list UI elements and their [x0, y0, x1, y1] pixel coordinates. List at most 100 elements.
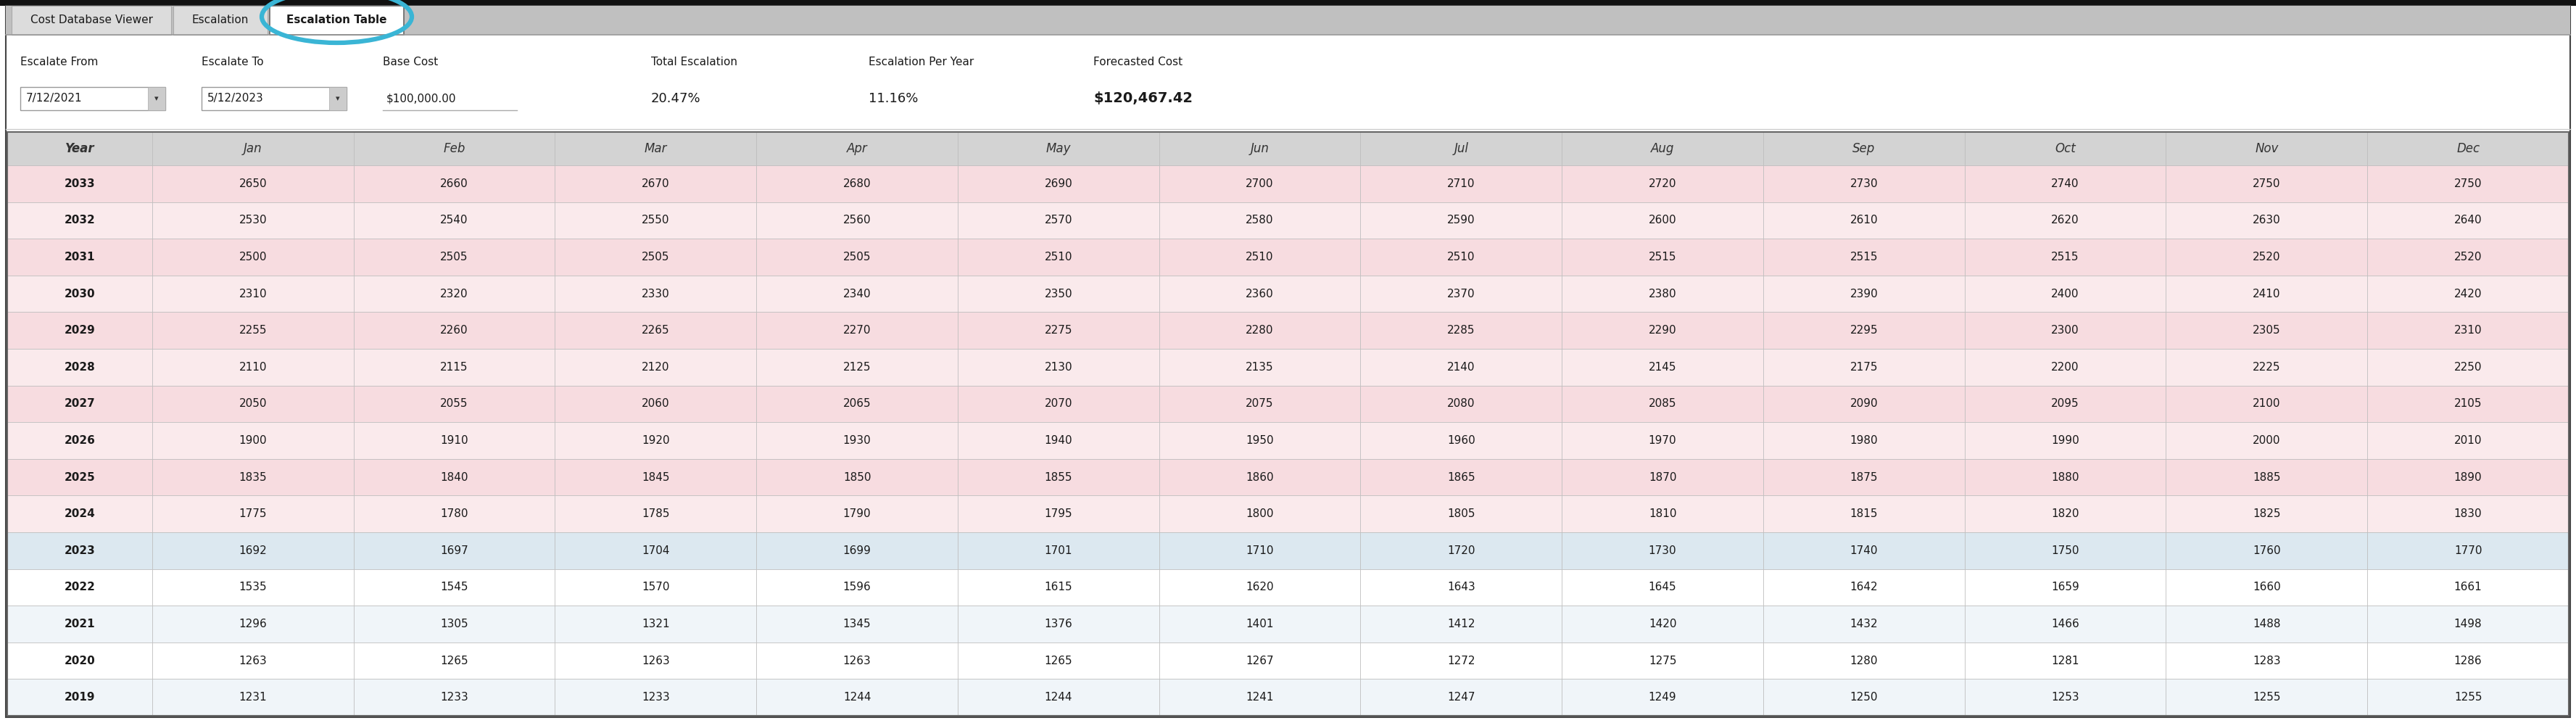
FancyBboxPatch shape [1965, 385, 2166, 422]
Text: 1760: 1760 [2251, 545, 2280, 556]
FancyBboxPatch shape [152, 642, 353, 679]
FancyBboxPatch shape [958, 642, 1159, 679]
Text: 2660: 2660 [440, 179, 469, 189]
FancyBboxPatch shape [1965, 132, 2166, 166]
Text: 2105: 2105 [2455, 398, 2483, 409]
FancyBboxPatch shape [1965, 275, 2166, 312]
Text: 2265: 2265 [641, 325, 670, 336]
Text: Nov: Nov [2254, 142, 2277, 155]
FancyBboxPatch shape [2166, 202, 2367, 239]
Text: 5/12/2023: 5/12/2023 [206, 93, 263, 104]
FancyBboxPatch shape [554, 532, 757, 569]
Text: 7/12/2021: 7/12/2021 [26, 93, 82, 104]
FancyBboxPatch shape [152, 422, 353, 459]
Text: 1498: 1498 [2455, 619, 2483, 630]
Text: 2000: 2000 [2254, 435, 2280, 446]
FancyBboxPatch shape [2367, 202, 2568, 239]
FancyBboxPatch shape [554, 642, 757, 679]
Text: 1704: 1704 [641, 545, 670, 556]
FancyBboxPatch shape [152, 166, 353, 202]
FancyBboxPatch shape [152, 459, 353, 495]
Text: 1233: 1233 [641, 692, 670, 703]
FancyBboxPatch shape [554, 495, 757, 532]
Text: 1710: 1710 [1247, 545, 1273, 556]
Text: 1263: 1263 [240, 655, 268, 666]
Text: 1815: 1815 [1850, 508, 1878, 519]
Text: 1950: 1950 [1247, 435, 1273, 446]
FancyBboxPatch shape [1762, 495, 1965, 532]
FancyBboxPatch shape [2367, 385, 2568, 422]
Text: 2420: 2420 [2455, 288, 2483, 299]
FancyBboxPatch shape [1762, 422, 1965, 459]
Text: 1940: 1940 [1043, 435, 1072, 446]
Text: 2505: 2505 [641, 252, 670, 262]
FancyBboxPatch shape [554, 132, 757, 166]
FancyBboxPatch shape [2367, 495, 2568, 532]
Text: 2390: 2390 [1850, 288, 1878, 299]
Text: 1263: 1263 [842, 655, 871, 666]
FancyBboxPatch shape [2166, 312, 2367, 348]
FancyBboxPatch shape [152, 532, 353, 569]
Text: 1770: 1770 [2455, 545, 2483, 556]
FancyBboxPatch shape [8, 239, 152, 275]
Text: 1795: 1795 [1043, 508, 1072, 519]
FancyBboxPatch shape [757, 495, 958, 532]
FancyBboxPatch shape [353, 606, 554, 642]
FancyBboxPatch shape [554, 348, 757, 385]
FancyBboxPatch shape [152, 495, 353, 532]
FancyBboxPatch shape [8, 459, 152, 495]
FancyBboxPatch shape [1561, 312, 1762, 348]
Text: 1855: 1855 [1043, 472, 1072, 483]
Text: 2022: 2022 [64, 582, 95, 593]
FancyBboxPatch shape [1360, 532, 1561, 569]
FancyBboxPatch shape [554, 312, 757, 348]
Text: 1249: 1249 [1649, 692, 1677, 703]
FancyBboxPatch shape [1159, 239, 1360, 275]
Text: 1420: 1420 [1649, 619, 1677, 630]
Text: 2520: 2520 [2254, 252, 2280, 262]
Text: Jun: Jun [1249, 142, 1270, 155]
Text: 1960: 1960 [1448, 435, 1476, 446]
Text: 1296: 1296 [240, 619, 268, 630]
FancyBboxPatch shape [353, 642, 554, 679]
FancyBboxPatch shape [353, 679, 554, 716]
FancyBboxPatch shape [1965, 642, 2166, 679]
Text: 1244: 1244 [842, 692, 871, 703]
FancyBboxPatch shape [757, 679, 958, 716]
FancyBboxPatch shape [2367, 239, 2568, 275]
Text: 2690: 2690 [1043, 179, 1072, 189]
Text: 2560: 2560 [842, 215, 871, 226]
FancyBboxPatch shape [757, 166, 958, 202]
FancyBboxPatch shape [554, 202, 757, 239]
FancyBboxPatch shape [1561, 202, 1762, 239]
FancyBboxPatch shape [1360, 239, 1561, 275]
Text: 2305: 2305 [2251, 325, 2280, 336]
FancyBboxPatch shape [2166, 569, 2367, 606]
Text: 1305: 1305 [440, 619, 469, 630]
Text: 1785: 1785 [641, 508, 670, 519]
Text: 1432: 1432 [1850, 619, 1878, 630]
Text: Total Escalation: Total Escalation [652, 57, 737, 68]
Text: 1263: 1263 [641, 655, 670, 666]
Text: 1535: 1535 [240, 582, 268, 593]
FancyBboxPatch shape [757, 422, 958, 459]
Text: 1880: 1880 [2050, 472, 2079, 483]
Text: 1980: 1980 [1850, 435, 1878, 446]
Text: 2670: 2670 [641, 179, 670, 189]
FancyBboxPatch shape [757, 202, 958, 239]
FancyBboxPatch shape [1159, 348, 1360, 385]
FancyBboxPatch shape [1762, 348, 1965, 385]
Text: 1750: 1750 [2050, 545, 2079, 556]
FancyBboxPatch shape [1360, 495, 1561, 532]
Text: 2025: 2025 [64, 472, 95, 483]
Text: 2360: 2360 [1247, 288, 1275, 299]
Text: 1910: 1910 [440, 435, 469, 446]
Text: 1930: 1930 [842, 435, 871, 446]
Text: 2050: 2050 [240, 398, 268, 409]
FancyBboxPatch shape [554, 239, 757, 275]
Text: 2710: 2710 [1448, 179, 1476, 189]
FancyBboxPatch shape [8, 312, 152, 348]
FancyBboxPatch shape [2367, 166, 2568, 202]
Text: 2090: 2090 [1850, 398, 1878, 409]
FancyBboxPatch shape [1965, 166, 2166, 202]
